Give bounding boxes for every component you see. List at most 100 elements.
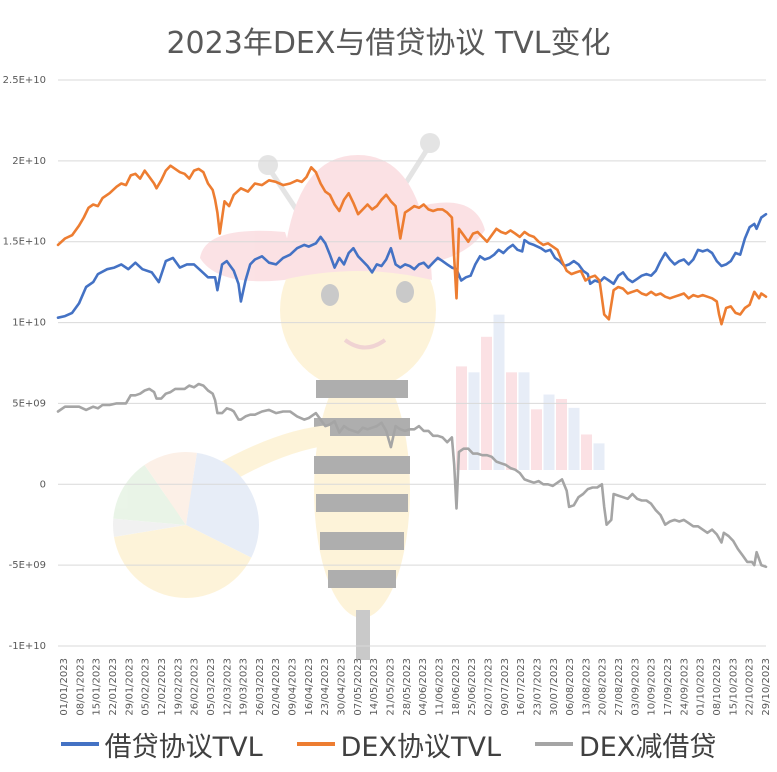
x-tick-label: 21/05/2023	[386, 658, 397, 716]
watermark-bar	[518, 372, 530, 470]
bee-head	[280, 230, 436, 390]
x-tick-label: 29/10/2023	[761, 658, 772, 716]
bee-mouth	[343, 338, 387, 350]
x-tick-label: 16/07/2023	[516, 658, 527, 716]
x-tick-label: 14/05/2023	[369, 658, 380, 716]
y-tick-label: -5E+09	[9, 560, 46, 571]
watermark-bar	[468, 372, 480, 470]
bee-wing-left	[200, 230, 300, 282]
legend-item-dex: DEX协议TVL	[296, 725, 501, 764]
y-tick-label: 1E+10	[12, 318, 46, 329]
y-tick-label: -1E+10	[9, 641, 46, 652]
x-tick-label: 08/10/2023	[712, 658, 723, 716]
bee-stinger	[356, 610, 370, 660]
x-tick-label: 23/04/2023	[320, 658, 331, 716]
bee-stripe-6	[328, 570, 396, 588]
watermark-bar	[493, 314, 505, 470]
series-line-lending	[56, 212, 768, 320]
y-tick-label: 1.5E+10	[3, 237, 46, 248]
x-tick-label: 09/07/2023	[500, 658, 511, 716]
x-tick-label: 18/06/2023	[451, 658, 462, 716]
x-tick-label: 19/02/2023	[173, 658, 184, 716]
x-tick-label: 22/10/2023	[745, 658, 756, 716]
x-tick-label: 08/01/2023	[75, 658, 86, 716]
x-tick-label: 11/06/2023	[434, 658, 445, 716]
watermark-bar	[543, 394, 555, 470]
legend-swatch-lending	[60, 742, 99, 746]
chart-title: 2023年DEX与借贷协议 TVL变化	[166, 26, 611, 61]
watermark-pie-slice	[113, 525, 252, 598]
watermark-bar	[556, 398, 567, 470]
series-lines	[56, 164, 768, 569]
x-axis-ticks: 01/01/2023 08/01/2023 15/01/2023 22/01/2023…	[59, 658, 772, 716]
x-tick-label: 25/06/2023	[467, 658, 478, 716]
watermark-bar	[593, 443, 605, 470]
x-tick-label: 09/04/2023	[288, 658, 299, 716]
x-tick-label: 05/03/2023	[206, 658, 217, 716]
bee-hood	[282, 155, 432, 280]
bee-stripe-1	[316, 380, 408, 398]
watermark-pie-slice	[144, 451, 197, 525]
x-tick-label: 07/05/2023	[353, 658, 364, 716]
x-tick-label: 22/01/2023	[108, 658, 119, 716]
bee-stripe-5	[320, 532, 404, 550]
x-tick-label: 05/02/2023	[141, 658, 152, 716]
y-axis-ticks: 2.5E+10 2E+10 1.5E+10 1E+10 5E+09 0 -5E+09 -1E+…	[3, 75, 46, 652]
legend-item-diff: DEX减借贷	[535, 725, 716, 764]
bee-antenna-ball-left	[258, 155, 278, 175]
x-tick-label: 02/07/2023	[483, 658, 494, 716]
grid-lines	[58, 79, 766, 647]
x-tick-label: 27/08/2023	[614, 658, 625, 716]
watermark-bar	[531, 409, 542, 470]
x-tick-label: 12/02/2023	[157, 658, 168, 716]
watermark-pie	[113, 451, 259, 598]
watermark-pie-slice	[186, 452, 259, 558]
x-tick-label: 20/08/2023	[598, 658, 609, 716]
bee-eye-left	[321, 284, 339, 306]
legend-swatch-dex	[296, 742, 335, 746]
x-tick-label: 15/01/2023	[92, 658, 103, 716]
legend-label-dex: DEX协议TVL	[340, 731, 501, 763]
legend-label-lending: 借贷协议TVL	[104, 731, 263, 763]
x-tick-label: 02/04/2023	[271, 658, 282, 716]
bee-stripe-3	[314, 456, 410, 474]
x-tick-label: 06/08/2023	[565, 658, 576, 716]
y-tick-label: 2.5E+10	[3, 75, 46, 86]
x-tick-label: 19/03/2023	[239, 658, 250, 716]
watermark-bar	[581, 434, 592, 470]
legend-label-diff: DEX减借贷	[579, 731, 717, 763]
legend-item-lending: 借贷协议TVL	[60, 725, 263, 764]
watermark-pie-slice	[113, 464, 186, 525]
y-tick-label: 5E+09	[12, 398, 46, 409]
x-tick-label: 04/06/2023	[418, 658, 429, 716]
legend-swatch-diff	[535, 742, 573, 746]
x-tick-label: 23/07/2023	[532, 658, 543, 716]
x-tick-label: 13/08/2023	[581, 658, 592, 716]
x-tick-label: 01/10/2023	[696, 658, 707, 716]
x-tick-label: 26/03/2023	[255, 658, 266, 716]
bee-antenna-right	[392, 146, 431, 202]
y-tick-label: 2E+10	[12, 156, 46, 167]
x-tick-label: 01/01/2023	[59, 658, 70, 716]
x-tick-label: 24/09/2023	[679, 658, 690, 716]
x-tick-label: 26/02/2023	[190, 658, 201, 716]
x-tick-label: 16/04/2023	[304, 658, 315, 716]
bee-eye-right	[396, 281, 414, 303]
x-tick-label: 03/09/2023	[630, 658, 641, 716]
x-tick-label: 28/05/2023	[402, 658, 413, 716]
bee-antenna-left	[267, 168, 303, 217]
series-line-dex	[56, 164, 768, 326]
x-tick-label: 10/09/2023	[647, 658, 658, 716]
x-tick-label: 15/10/2023	[728, 658, 739, 716]
bee-stripe-4	[316, 494, 408, 512]
watermark-bar	[506, 372, 517, 470]
watermark-pie-slice	[113, 518, 186, 537]
watermark-bar	[456, 366, 467, 470]
bee-arm	[160, 425, 330, 520]
x-tick-label: 29/01/2023	[124, 658, 135, 716]
y-tick-label: 0	[40, 479, 46, 490]
x-tick-label: 12/03/2023	[222, 658, 233, 716]
x-tick-label: 30/07/2023	[549, 658, 560, 716]
x-tick-label: 30/04/2023	[337, 658, 348, 716]
